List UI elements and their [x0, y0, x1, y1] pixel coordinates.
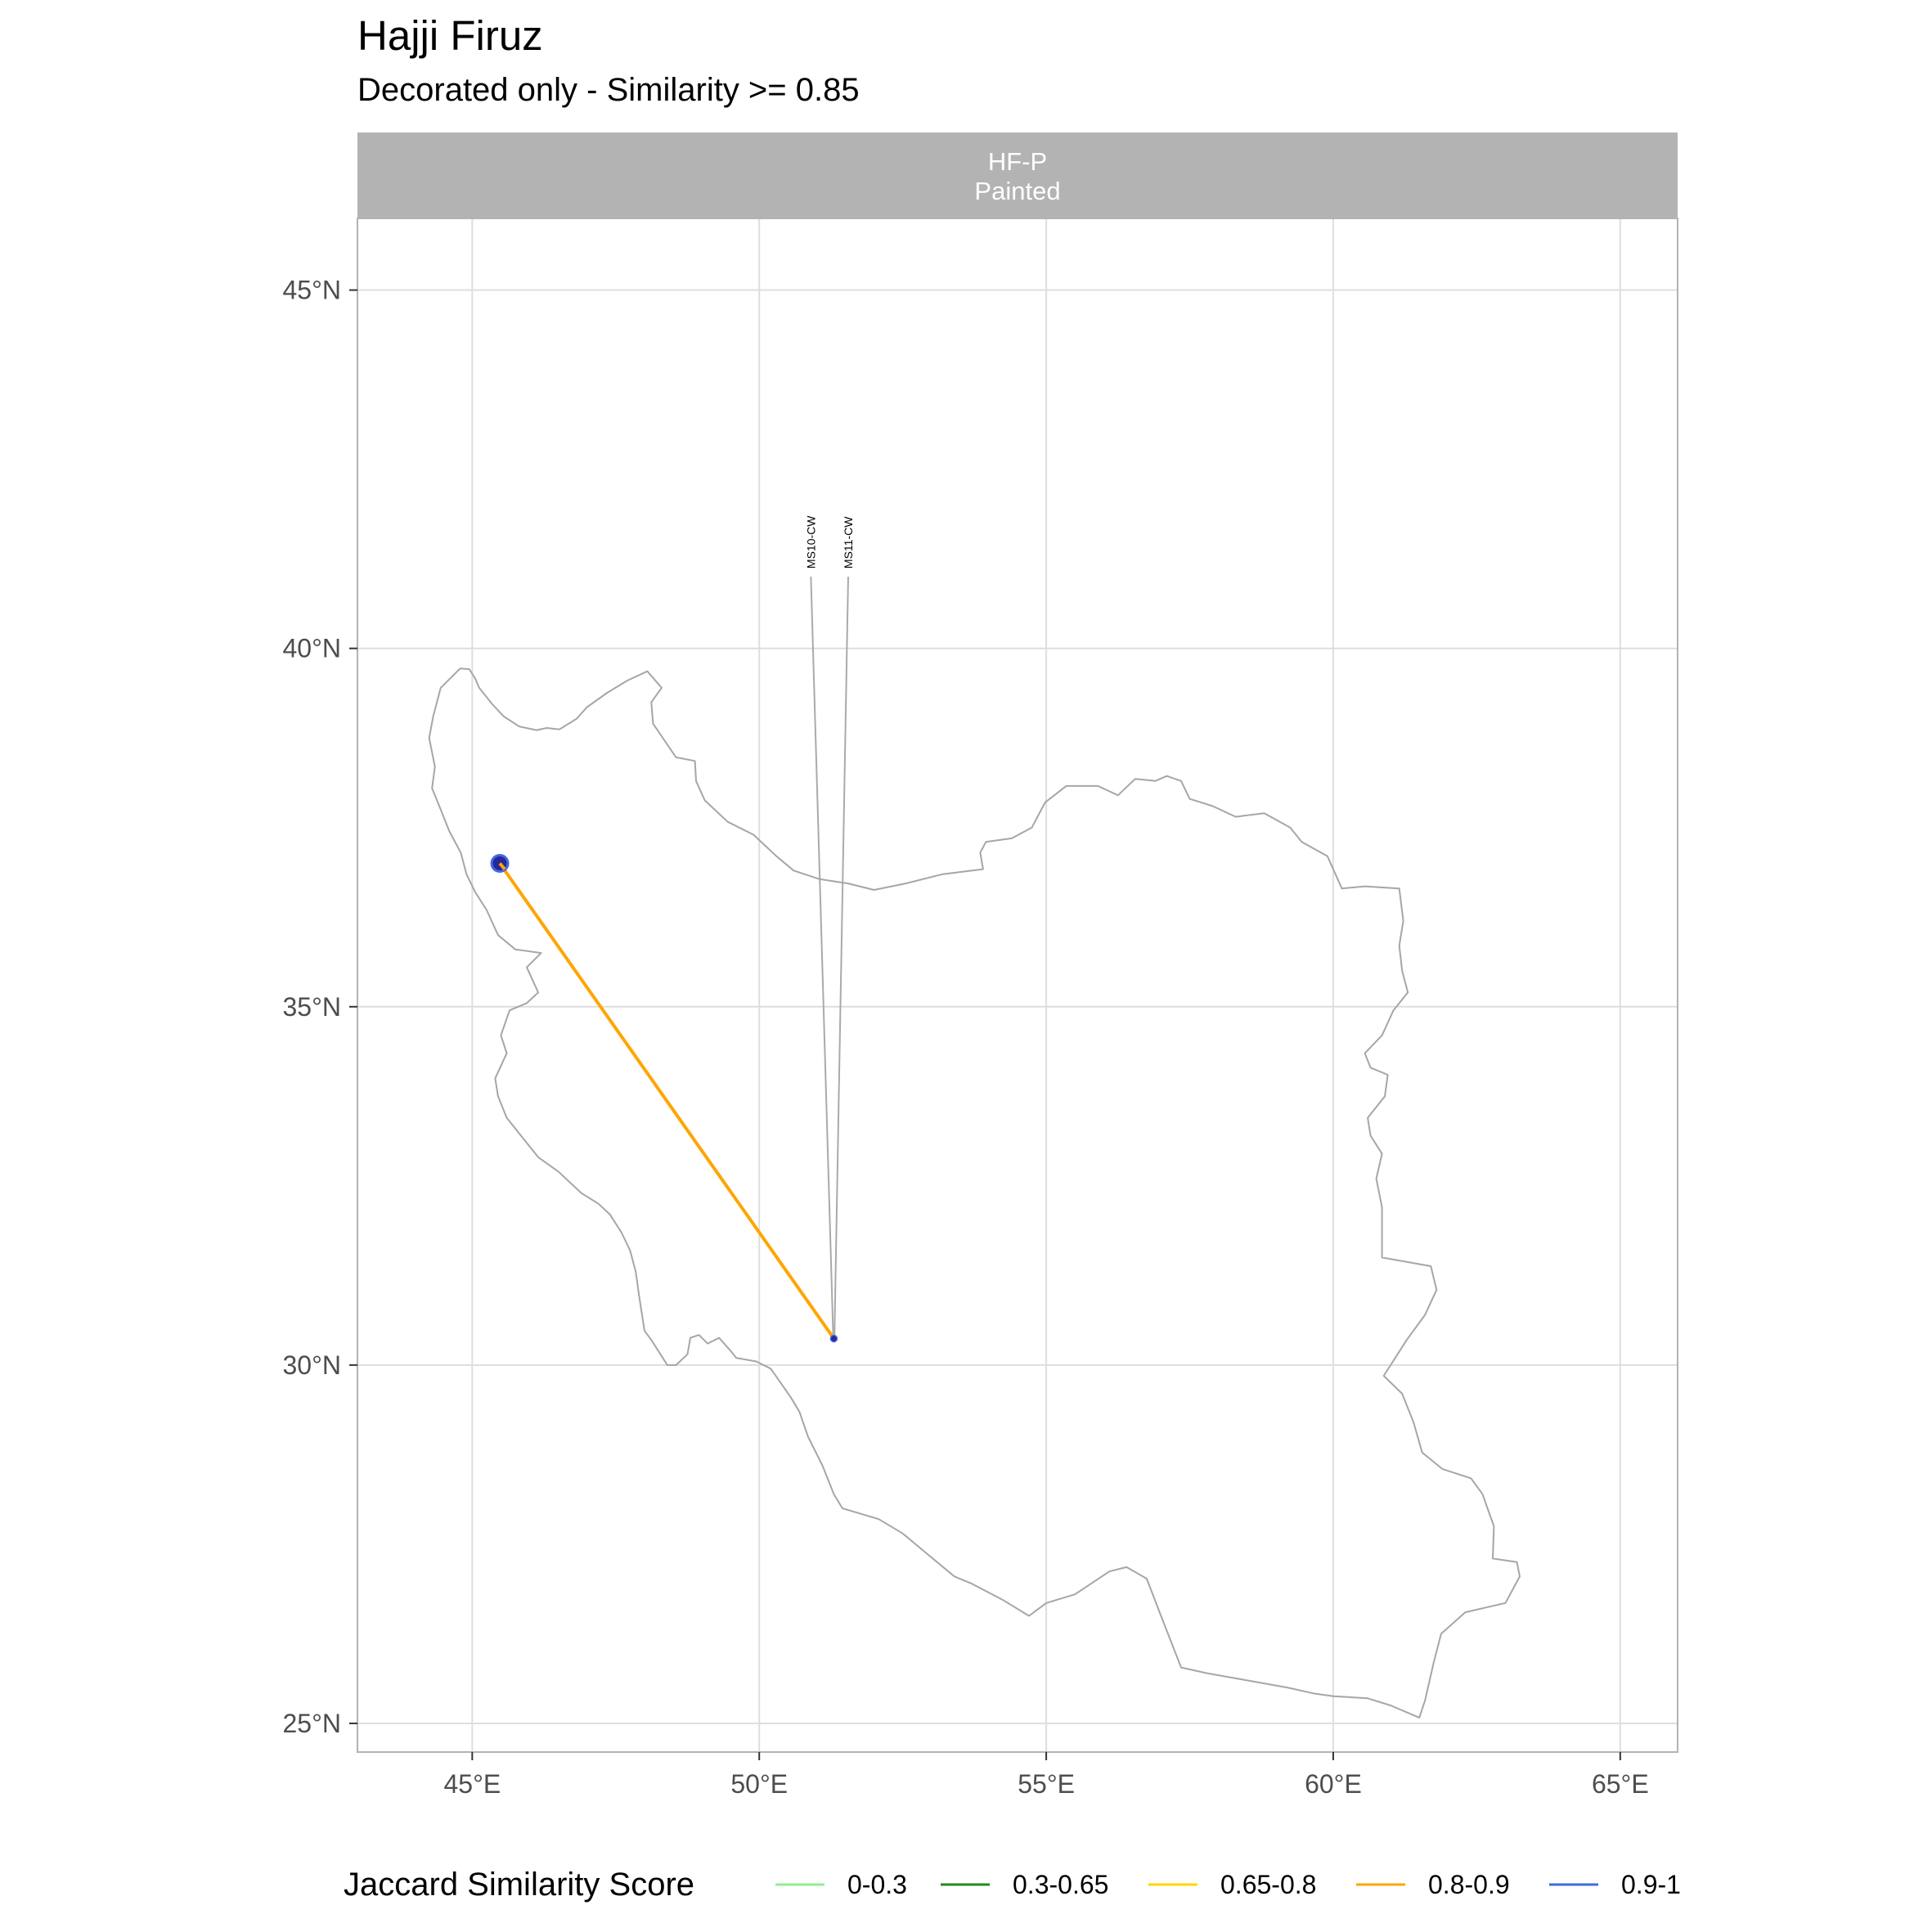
legend-label: 0.65-0.8 — [1220, 1870, 1316, 1899]
site-point — [829, 1334, 838, 1343]
country-outline-layer — [428, 667, 1521, 1719]
connection-start-cap — [498, 862, 506, 870]
similarity-connection — [498, 861, 836, 1341]
site-layer — [490, 854, 838, 1343]
plot-subtitle: Decorated only - Similarity >= 0.85 — [357, 72, 860, 108]
legend-label: 0.9-1 — [1621, 1870, 1681, 1899]
y-tick-label: 40°N — [283, 634, 342, 663]
facet-strip-background — [357, 133, 1678, 218]
y-tick-label: 35°N — [283, 992, 342, 1022]
legend-label: 0-0.3 — [847, 1870, 907, 1899]
y-tick-label: 45°N — [283, 276, 342, 305]
axes: 45°E 50°E 55°E 60°E 65°E 25°N 30°N 35°N 40°N 45°N — [283, 276, 1649, 1799]
plot-title: Hajji Firuz — [357, 12, 543, 59]
site-label: MS11-CW — [842, 516, 855, 568]
site-label: MS10-CW — [804, 515, 817, 568]
x-tick-label: 65°E — [1592, 1769, 1649, 1799]
legend-label: 0.8-0.9 — [1428, 1870, 1510, 1899]
panel-border — [357, 218, 1678, 1753]
connection-layer — [498, 861, 836, 1341]
y-tick-label: 25°N — [283, 1709, 342, 1738]
x-tick-label: 45°E — [443, 1769, 501, 1799]
legend-items: 0-0.3 0.3-0.65 0.65-0.8 0.8-0.9 0.9-1 — [775, 1870, 1681, 1899]
facet-strip: HF-P Painted — [357, 133, 1678, 218]
grid — [357, 218, 1678, 1752]
facet-label-type: Painted — [974, 177, 1060, 205]
site-label-layer: MS10-CW MS11-CW — [804, 515, 855, 1339]
label-leader-line — [833, 577, 849, 1339]
x-tick-label: 55°E — [1018, 1769, 1075, 1799]
x-tick-label: 60°E — [1305, 1769, 1362, 1799]
y-tick-label: 30°N — [283, 1350, 342, 1380]
legend-title: Jaccard Similarity Score — [344, 1867, 694, 1903]
label-leader-line — [810, 577, 834, 1339]
x-tick-label: 50°E — [730, 1769, 788, 1799]
facet-label-code: HF-P — [988, 147, 1047, 176]
legend-label: 0.3-0.65 — [1013, 1870, 1108, 1899]
legend: Jaccard Similarity Score 0-0.3 0.3-0.65 0.… — [344, 1867, 1681, 1903]
country-outline — [428, 667, 1521, 1719]
